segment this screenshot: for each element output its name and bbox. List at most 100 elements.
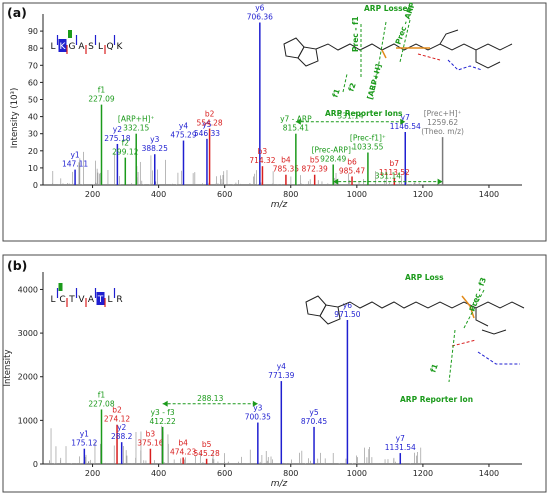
peak-ion-label: y6 [255, 4, 264, 13]
y-tick-label: 0 [33, 460, 38, 469]
peak-mz-label: 1113.52 [379, 168, 410, 177]
peak-mz-label: 971.50 [334, 310, 360, 319]
x-tick-label: 400 [151, 469, 166, 478]
x-tick-label: 200 [85, 190, 100, 199]
branch-a-1 [439, 29, 459, 45]
peak-ion-label: b5 [202, 440, 212, 449]
peak-ion-label: b3 [146, 430, 156, 439]
peak-ion-label: y2 [117, 423, 126, 432]
sequence-letter: L [107, 295, 112, 305]
sequence-letter: L [98, 42, 103, 52]
peak-ion-label: f1 [98, 390, 106, 399]
y-tick-label: 80 [28, 44, 38, 53]
sequence-letter: R [116, 295, 122, 305]
cleavage-f1 [342, 73, 348, 93]
sequence-letter: V [78, 295, 85, 305]
sequence-letter: G [69, 42, 76, 52]
y-tick-label: 3000 [18, 329, 38, 338]
peak-ion-label: b3 [258, 147, 268, 156]
arp-loss-label: ARP Loss [405, 273, 444, 282]
panel-a: (a) 200 400 600 800 1000 1200 1400 0 10 20 30 40 50… [2, 1, 547, 242]
peaks-a: y1147.11f1227.09y2275.18f2299.12[ARP+H]⁺… [62, 4, 464, 185]
structure-a [283, 19, 513, 93]
panel-b-label: (b) [7, 258, 27, 273]
y-ticks-b: 0 1000 2000 3000 4000 [18, 285, 43, 469]
peak-ion-label: y3 [253, 404, 262, 413]
y-tick-label: 30 [28, 130, 38, 139]
peak-mz-label: 872.39 [302, 165, 328, 174]
x-axis-label-a: m/z [271, 200, 288, 210]
peak-mz-label: 554.28 [196, 119, 222, 128]
f2-label-a: f2 [346, 82, 357, 93]
peak-ion-label: y4 [179, 122, 188, 131]
sequence-letter: C [59, 295, 65, 305]
x-tick-label: 400 [151, 190, 166, 199]
peak-ion-label: y6 [343, 301, 352, 310]
peak-ion-label: y3 - f3 [151, 408, 175, 417]
arp-losses-label: ARP Losses [364, 4, 413, 13]
panel-b-frame [2, 254, 547, 493]
peak-ion-label: b6 [347, 157, 357, 166]
peak-ion-label: b4 [178, 438, 188, 447]
y-tick-label: 4000 [18, 285, 38, 294]
sequence-letter: T [97, 295, 104, 305]
peak-mz-label: 1259.62 [427, 118, 458, 127]
prec-f1-label: Prec - f1 [351, 16, 360, 52]
cleavage-f1-b [448, 329, 456, 383]
arrow-head-right [252, 400, 258, 407]
x-tick-label: 1000 [347, 190, 367, 199]
ring-b-2 [319, 304, 341, 325]
modification-mark [58, 283, 63, 291]
peak-ion-label: [Prec-ARP]⁺ [312, 145, 355, 154]
x-tick-label: 600 [217, 190, 232, 199]
x-ticks-b: 200 400 600 800 1000 1200 1400 [85, 464, 499, 478]
sequence-highlight-box [96, 292, 105, 305]
peak-mz-label: 275.18 [104, 134, 130, 143]
arrow-head-right [400, 118, 406, 125]
y-tick-label: 2000 [18, 373, 38, 382]
peak-ion-label: b4 [281, 156, 291, 165]
arrow-head-left [333, 178, 339, 185]
peak-ion-label: b2 [205, 110, 215, 119]
sequence-letter: L [50, 295, 55, 305]
sequence-letter: K [60, 42, 67, 52]
branch-b-1 [475, 308, 489, 327]
peak-ion-label: y7 - ARP [280, 115, 312, 124]
arrow-head-left [295, 118, 301, 125]
peak-mz-label: 815.41 [283, 124, 309, 133]
bond-highlight-a-1 [381, 49, 387, 59]
mass-diff-label: 331.14 [375, 172, 401, 181]
peak-mz-label: 714.32 [249, 156, 275, 165]
peak-mz-label: 299.12 [112, 148, 138, 157]
x-axis-label-b: m/z [271, 479, 288, 489]
y-tick-label: 10 [28, 164, 38, 173]
peak-ion-label: b2 [112, 406, 122, 415]
cleavage-prec-f3 [463, 289, 485, 329]
peak-mz-label: 388.25 [142, 144, 168, 153]
x-tick-label: 1400 [479, 190, 499, 199]
peak-ion-label: [ARP+H]⁺ [118, 115, 155, 124]
y-axis-label-a: Intensity (10³) [10, 88, 20, 149]
ring-a-2 [297, 46, 319, 67]
peak-mz-label: 545.28 [193, 449, 219, 458]
peak-ion-label: f2 [122, 139, 130, 148]
peak-mz-label: (Theo. m/z) [421, 127, 464, 136]
x-tick-label: 600 [217, 469, 232, 478]
peak-ion-label: y3 [150, 135, 159, 144]
sequence-letter: T [68, 295, 75, 305]
y-tick-label: 1000 [18, 416, 38, 425]
peak-mz-label: 706.36 [247, 13, 273, 22]
peak-mz-label: 771.39 [268, 371, 294, 380]
annotations-a: 331.14 331.14 [295, 112, 443, 185]
peak-ion-label: [Prec-f1]⁺ [350, 134, 386, 143]
sequence-letter: K [117, 42, 124, 52]
y-tick-label: 0 [33, 181, 38, 190]
arrow-head-left [162, 400, 168, 407]
y-ticks-a: 0 10 20 30 40 50 60 70 80 90 [28, 27, 43, 190]
peak-mz-label: 375.16 [137, 439, 163, 448]
x-tick-label: 1000 [347, 469, 367, 478]
peak-mz-label: 700.35 [245, 413, 271, 422]
